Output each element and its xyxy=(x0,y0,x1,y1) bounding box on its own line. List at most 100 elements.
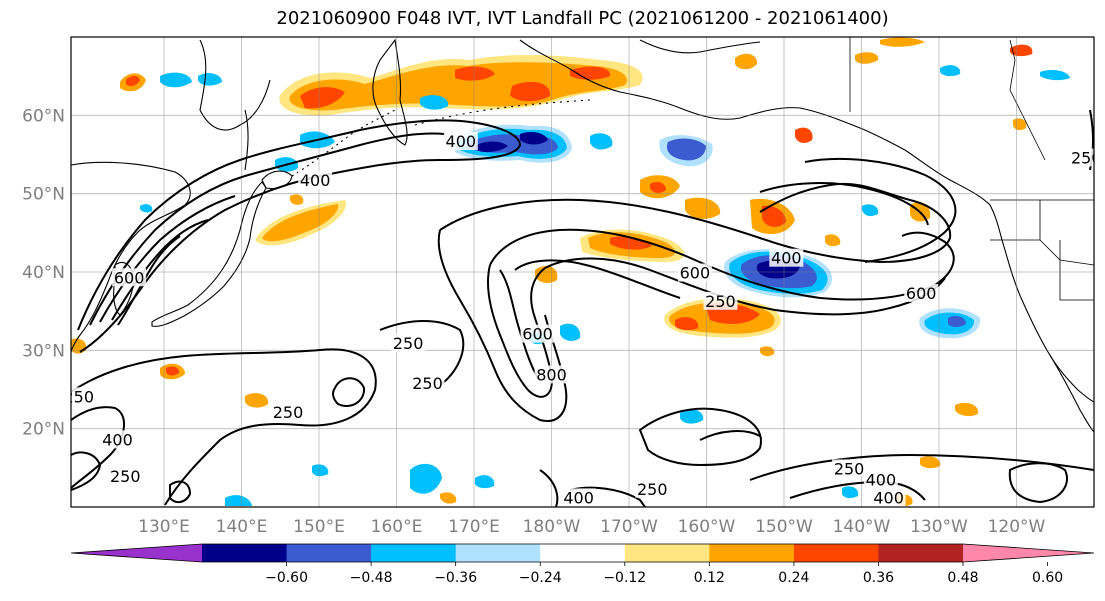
positive-region xyxy=(650,182,666,193)
colorbar-segment xyxy=(624,544,710,562)
colorbar-segment xyxy=(709,544,795,562)
latitude-tick-labels: 20°N 30°N 40°N 50°N 60°N xyxy=(22,106,65,439)
ivt-contour xyxy=(544,257,946,316)
contour-label-background xyxy=(635,479,670,498)
positive-region xyxy=(795,127,813,143)
negative-region xyxy=(312,464,329,477)
colorbar-tick-label: −0.36 xyxy=(434,570,477,586)
borders xyxy=(849,37,1094,301)
contour-label: 250 xyxy=(393,334,424,353)
negative-region xyxy=(420,95,449,110)
latitude-label: 30°N xyxy=(22,341,65,361)
longitude-label: 170°E xyxy=(448,517,500,537)
ivt-contour xyxy=(489,228,955,301)
contour-label: 250 xyxy=(273,403,304,422)
ivt-contour xyxy=(539,469,559,507)
contour-label-background xyxy=(271,403,305,421)
ivt-contour xyxy=(514,259,681,299)
contour-label-background xyxy=(871,488,906,507)
coastline-kuril xyxy=(291,109,396,177)
colorbar-segment xyxy=(793,544,879,562)
positive-region xyxy=(1010,44,1033,57)
positive-region xyxy=(762,205,786,227)
contour-label-background xyxy=(1069,148,1094,167)
negative-region xyxy=(225,495,252,506)
negative-region xyxy=(410,463,442,494)
contour-label: 250 xyxy=(412,374,443,393)
positive-region xyxy=(166,366,180,376)
negative-region xyxy=(560,323,581,341)
positive-region xyxy=(455,66,495,81)
contour-label: 250 xyxy=(834,459,865,478)
longitude-label: 160°E xyxy=(371,517,423,537)
longitude-label: 140°E xyxy=(216,517,268,537)
negative-region xyxy=(666,138,706,161)
contour-label-background xyxy=(904,283,939,302)
ivt-contour xyxy=(487,264,554,398)
longitude-label: 150°W xyxy=(755,517,813,537)
contour-label: 250 xyxy=(1071,148,1102,167)
colorbar-tick-label: 0.48 xyxy=(947,570,978,586)
ivt-contour xyxy=(71,451,102,491)
border-canada-provinces xyxy=(1009,39,1046,161)
negative-region xyxy=(475,475,495,489)
negative-region xyxy=(520,132,548,145)
negative-region xyxy=(475,141,508,153)
contour-label: 400 xyxy=(873,488,904,507)
contour-label: 800 xyxy=(536,365,567,384)
positive-region xyxy=(825,234,841,247)
contour-label: 250 xyxy=(110,467,141,486)
contour-label-background xyxy=(677,263,712,282)
contour-label-background xyxy=(410,374,445,393)
contour-label: 250 xyxy=(637,480,668,499)
longitude-label: 160°W xyxy=(678,517,736,537)
gridlines xyxy=(71,37,1094,507)
contour-label-background xyxy=(112,268,147,287)
colorbar-segment xyxy=(540,544,626,562)
negative-region xyxy=(1040,70,1070,81)
ivt-contour xyxy=(77,119,522,353)
colorbar-tick-label: 0.24 xyxy=(778,570,809,586)
positive-region xyxy=(760,346,775,357)
latitude-label: 20°N xyxy=(22,420,65,440)
ivt-contour xyxy=(638,407,762,467)
ivt-contour xyxy=(332,377,366,407)
negative-region xyxy=(940,65,961,77)
ivt-contour xyxy=(117,235,181,326)
negative-region xyxy=(160,72,192,88)
longitude-label: 150°E xyxy=(293,517,345,537)
border-us-states-2 xyxy=(1039,200,1094,301)
ivt-contour xyxy=(1008,462,1068,504)
contour-label-background xyxy=(561,488,596,507)
positive-region xyxy=(300,87,345,109)
negative-region xyxy=(590,133,613,150)
coastline-asia xyxy=(71,161,191,353)
colorbar-extend-low xyxy=(71,544,202,562)
contour-label-background xyxy=(298,171,333,190)
colorbar-tick-label: −0.60 xyxy=(265,570,308,586)
latitude-label: 60°N xyxy=(22,106,65,126)
contour-label-background xyxy=(443,131,478,150)
positive-region xyxy=(855,52,879,64)
contour-label-background xyxy=(520,324,555,343)
positive-region xyxy=(735,53,758,70)
contour-label: 600 xyxy=(114,268,145,287)
positive-region xyxy=(920,456,941,469)
contour-label-background xyxy=(863,470,898,489)
longitude-label: 140°W xyxy=(833,517,891,537)
contour-label-background xyxy=(100,430,135,449)
ivt-contour xyxy=(111,219,209,321)
colorbar-segment xyxy=(286,544,372,562)
contour-label-background xyxy=(832,459,867,478)
ivt-contour xyxy=(499,269,539,379)
colorbar-tick-label: 0.12 xyxy=(694,570,725,586)
ivt-contour xyxy=(379,320,465,386)
positive-region xyxy=(955,402,979,417)
contour-label: 600 xyxy=(680,264,711,283)
colorbar-tick-label: 0.36 xyxy=(863,570,894,586)
longitude-label: 130°W xyxy=(910,517,968,537)
longitude-label: 130°E xyxy=(138,517,190,537)
